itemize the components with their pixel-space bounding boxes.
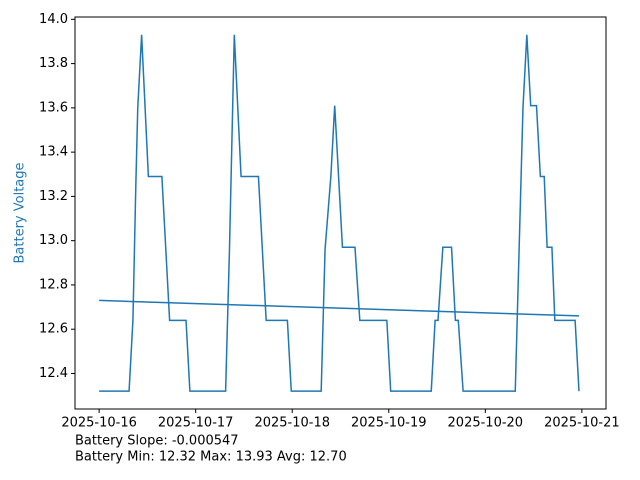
x-tick-label: 2025-10-19 [351,416,427,431]
y-tick-label: 13.2 [39,189,68,204]
y-tick-label: 14.0 [39,12,68,27]
annotation: Battery Slope: -0.000547 [75,434,239,449]
data-line [99,299,579,317]
x-tick-label: 2025-10-21 [544,416,620,431]
y-tick-label: 12.8 [39,277,68,292]
x-tick-label: 2025-10-20 [448,416,524,431]
y-tick-label: 13.0 [39,233,68,248]
x-tick-label: 2025-10-16 [61,416,137,431]
x-tick-label: 2025-10-18 [254,416,330,431]
y-axis-label: Battery Voltage [13,162,28,263]
y-tick-label: 12.4 [39,366,68,381]
annotation: Battery Min: 12.32 Max: 13.93 Avg: 12.70 [75,450,347,465]
axes-frame [74,16,607,410]
y-tick-label: 13.4 [39,145,68,160]
y-tick-label: 13.6 [39,100,68,115]
x-tick-label: 2025-10-17 [158,416,234,431]
y-tick-label: 13.8 [39,56,68,71]
data-line [99,34,580,392]
y-tick-label: 12.6 [39,322,68,337]
